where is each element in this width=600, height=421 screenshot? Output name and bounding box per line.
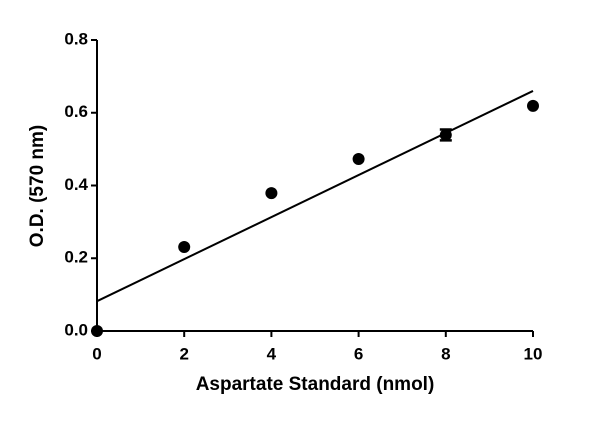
y-tick-label: 0.6 [64, 102, 88, 121]
x-tick-label: 10 [524, 344, 543, 363]
y-tick-label: 0.4 [64, 175, 88, 194]
x-tick-label: 4 [267, 344, 277, 363]
x-tick-label: 8 [441, 344, 450, 363]
fit-line [96, 90, 534, 303]
y-tick-label: 0.8 [64, 29, 88, 48]
data-point [265, 187, 278, 200]
y-tick-label: 0.2 [64, 248, 88, 267]
data-point [91, 325, 103, 337]
x-tick-label: 6 [354, 344, 363, 363]
data-point [527, 99, 539, 112]
data-point [352, 152, 365, 165]
x-axis-title: Aspartate Standard (nmol) [196, 374, 435, 395]
data-point [439, 128, 452, 141]
x-tick-label: 0 [92, 344, 101, 363]
y-axis-title: O.D. (570 nm) [27, 125, 48, 247]
x-tick-label: 2 [179, 344, 188, 363]
data-point [178, 240, 191, 253]
y-tick-label: 0.0 [64, 320, 88, 339]
